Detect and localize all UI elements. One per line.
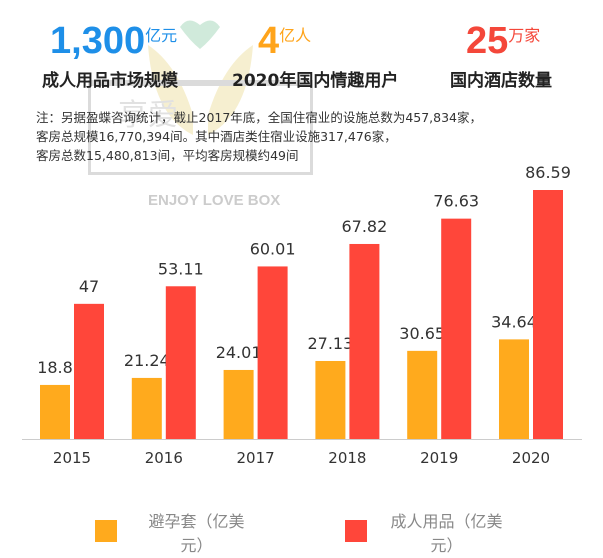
legend-label: 避孕套（亿美元） bbox=[148, 512, 245, 555]
bar bbox=[165, 286, 196, 439]
legend-label: 成人用品（亿美元） bbox=[390, 512, 503, 555]
stat-label-hotels: 国内酒店数量 bbox=[450, 71, 552, 91]
data-label: 18.8 bbox=[37, 358, 73, 377]
data-label: 34.64 bbox=[491, 312, 537, 331]
note-line: 注：另据盈蝶咨询统计，截止2017年底，全国住宿业的设施总数为457,834家， bbox=[36, 110, 483, 125]
stat-hotels: 25万家 bbox=[466, 20, 541, 62]
data-label: 67.82 bbox=[341, 217, 387, 236]
x-tick-label: 2015 bbox=[53, 449, 91, 467]
stat-label-market-size: 成人用品市场规模 bbox=[42, 71, 178, 91]
watermark-en: ENJOY LOVE BOX bbox=[148, 192, 281, 209]
bar bbox=[407, 350, 438, 439]
bar bbox=[223, 369, 254, 439]
legend-item-adult-products: 成人用品（亿美元） bbox=[345, 510, 504, 558]
note-line: 客房总规模16,770,394间。其中酒店类住宿业设施317,476家， bbox=[36, 129, 397, 144]
legend-item-condoms: 避孕套（亿美元） bbox=[95, 510, 254, 558]
data-label: 53.11 bbox=[158, 259, 204, 278]
stat-market-size: 1,300亿元 bbox=[50, 20, 178, 62]
note-line: 客房总数15,480,813间，平均客房规模约49间 bbox=[36, 148, 299, 163]
legend-swatch bbox=[95, 520, 117, 542]
x-tick-label: 2018 bbox=[328, 449, 366, 467]
data-label: 30.65 bbox=[399, 324, 445, 343]
legend-swatch bbox=[345, 520, 367, 542]
stat-users: 4亿人 bbox=[258, 20, 312, 62]
bar bbox=[74, 303, 104, 439]
bar bbox=[441, 218, 472, 439]
note: 注：另据盈蝶咨询统计，截止2017年底，全国住宿业的设施总数为457,834家，… bbox=[36, 108, 556, 165]
bar bbox=[257, 266, 288, 439]
data-label: 86.59 bbox=[525, 163, 571, 182]
x-tick-label: 2020 bbox=[512, 449, 550, 467]
data-label: 24.01 bbox=[216, 343, 262, 362]
bar bbox=[533, 190, 563, 439]
data-label: 47 bbox=[79, 277, 99, 296]
stat-label-users: 2020年国内情趣用户 bbox=[232, 71, 399, 91]
data-label: 27.13 bbox=[307, 334, 353, 353]
x-tick-label: 2019 bbox=[420, 449, 458, 467]
bar bbox=[349, 243, 380, 439]
data-label: 21.24 bbox=[124, 351, 170, 370]
x-tick-label: 2017 bbox=[237, 449, 275, 467]
bar bbox=[315, 360, 346, 439]
bar bbox=[40, 384, 70, 439]
data-label: 60.01 bbox=[250, 239, 296, 258]
bar bbox=[499, 339, 529, 439]
data-label: 76.63 bbox=[433, 192, 479, 211]
x-tick-label: 2016 bbox=[145, 449, 183, 467]
bar bbox=[131, 377, 162, 439]
